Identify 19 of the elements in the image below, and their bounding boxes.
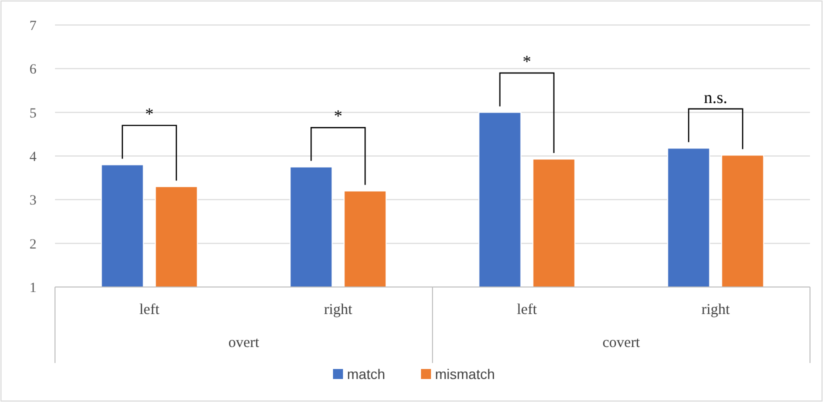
text: covert [602, 335, 641, 351]
y-tick-label: 5 [30, 106, 36, 122]
annotation: * [522, 52, 532, 72]
y-tick-label: 2 [30, 237, 36, 252]
y-tick-label: 6 [30, 62, 36, 78]
x-tick-label: right [324, 302, 354, 318]
annotation: n.s. [704, 88, 728, 107]
text: overt [228, 335, 260, 351]
x-tick-label: right [701, 302, 731, 318]
annotation: * [145, 104, 154, 124]
annotation: * [334, 106, 342, 126]
y-tick-label: 7 [30, 19, 36, 34]
y-tick-label: 1 [30, 281, 36, 296]
legend-label: mismatch [435, 366, 495, 382]
y-tick-label: 4 [30, 150, 36, 165]
x-tick-label: left [516, 302, 538, 318]
x-tick-label: left [139, 302, 160, 318]
y-tick-label: 3 [30, 194, 36, 209]
legend-label: match [347, 366, 386, 382]
